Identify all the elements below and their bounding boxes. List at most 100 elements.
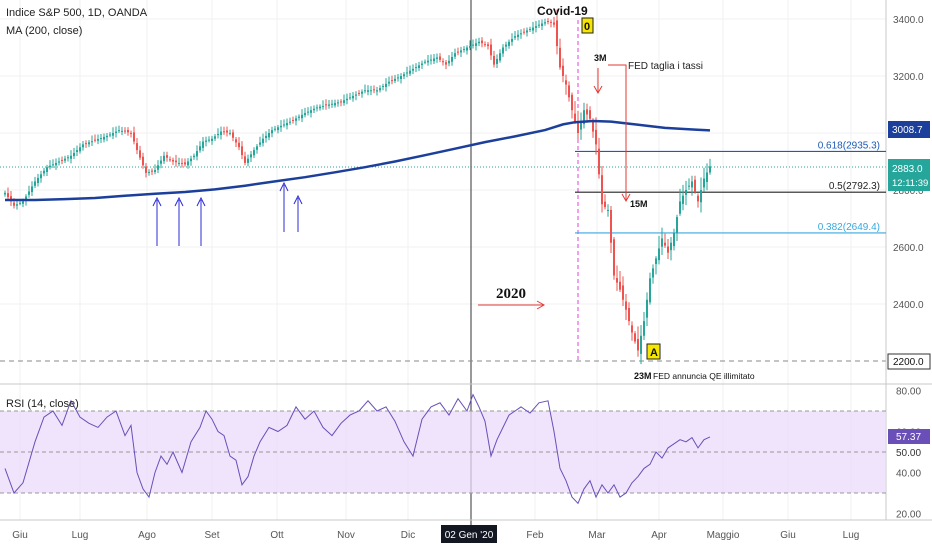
candle-body (127, 130, 129, 133)
covid-label: Covid-19 (537, 4, 588, 18)
candle-body (298, 116, 300, 118)
candle-body (76, 150, 78, 153)
candle-body (124, 130, 126, 132)
candle-body (691, 181, 693, 188)
price-tick-label: 2400.0 (893, 300, 924, 311)
candle-body (331, 103, 333, 105)
candle-body (619, 281, 621, 290)
candle-body (328, 104, 330, 106)
candle-body (511, 38, 513, 42)
candle-body (457, 51, 459, 53)
candle-body (178, 162, 180, 164)
candle-body (433, 58, 435, 62)
svg-text:02 Gen '20: 02 Gen '20 (445, 530, 494, 541)
candle-body (232, 132, 234, 138)
candle-body (94, 139, 96, 141)
time-axis[interactable]: Giu Lug Ago Set Ott Nov Dic Feb Mar Apr Maggio Giu L… (12, 530, 859, 541)
candle-body (211, 138, 213, 141)
candle-body (667, 246, 669, 253)
candle-body (571, 94, 573, 111)
candle-body (241, 146, 243, 156)
candle-body (61, 159, 63, 161)
candle-body (73, 152, 75, 157)
candle-body (220, 131, 222, 135)
candle-body (493, 55, 495, 65)
candle-body (523, 31, 525, 33)
time-tick-label: Lug (72, 530, 89, 541)
candle-body (376, 90, 378, 92)
candle-body (268, 133, 270, 138)
time-tick-label: Set (204, 530, 219, 541)
candle-body (118, 130, 120, 132)
rsi-line[interactable] (4, 393, 711, 505)
candle-body (373, 89, 375, 91)
candle-body (217, 133, 219, 136)
countdown-label: 12:11:39 (892, 178, 928, 189)
candle-body (604, 201, 606, 208)
svg-text:3008.7: 3008.7 (892, 125, 923, 136)
fibonacci-levels[interactable]: 0.618(2935.3) 0.5(2792.3) 0.382(2649.4) (575, 140, 886, 234)
candle-body (115, 131, 117, 133)
candle-body (382, 85, 384, 87)
candle-body (370, 90, 372, 92)
candle-body (244, 156, 246, 163)
candle-body (193, 155, 195, 158)
candle-body (67, 157, 69, 159)
candle-body (151, 170, 153, 172)
candle-body (403, 74, 405, 77)
candle-body (583, 110, 585, 125)
rsi-mid-badge: 50.00 (888, 445, 930, 459)
candle-body (310, 110, 312, 113)
candle-body (70, 155, 72, 159)
candle-body (640, 335, 642, 354)
time-tick-label: Maggio (707, 530, 740, 541)
price-tick-label: 2800.0 (893, 186, 924, 197)
candle-body (637, 338, 639, 351)
candle-body (4, 192, 6, 195)
candle-body (358, 92, 360, 94)
candle-body (544, 22, 546, 24)
candle-body (568, 85, 570, 98)
candle-body (388, 81, 390, 84)
candle-body (592, 120, 594, 132)
candle-body (397, 77, 399, 79)
candle-body (589, 110, 591, 119)
candle-body (436, 57, 438, 59)
svg-text:57.37: 57.37 (896, 432, 921, 443)
fib-label: 0.618(2935.3) (818, 140, 880, 151)
candle-body (289, 121, 291, 123)
candle-body (106, 135, 108, 138)
time-tick-label: Ago (138, 530, 156, 541)
candle-body (79, 147, 81, 152)
candle-body (694, 179, 696, 192)
candle-body (490, 44, 492, 56)
candle-body (454, 53, 456, 57)
svg-text:2883.0: 2883.0 (892, 164, 923, 175)
time-tick-label: Feb (526, 530, 544, 541)
last-price-badge: 2883.0 12:11:39 (888, 159, 930, 191)
ma200-line[interactable] (5, 119, 711, 202)
candle-body (313, 108, 315, 111)
candle-body (580, 121, 582, 130)
candle-body (424, 61, 426, 63)
ma-value-badge: 3008.7 (888, 121, 930, 138)
candle-body (565, 80, 567, 85)
ma-legend: MA (200, close) (6, 25, 82, 37)
candle-body (85, 143, 87, 145)
candle-body (412, 68, 414, 71)
annotation-arrows (478, 64, 631, 310)
candle-body (451, 57, 453, 62)
candle-body (301, 114, 303, 119)
candle-body (634, 333, 636, 342)
candle-body (322, 105, 324, 107)
candle-body (703, 178, 705, 188)
candle-body (400, 76, 402, 79)
candle-body (175, 160, 177, 163)
candle-body (529, 28, 531, 30)
candle-body (499, 53, 501, 61)
candle-body (136, 143, 138, 151)
candle-body (31, 186, 33, 193)
candle-body (229, 133, 231, 134)
candle-body (148, 171, 150, 173)
